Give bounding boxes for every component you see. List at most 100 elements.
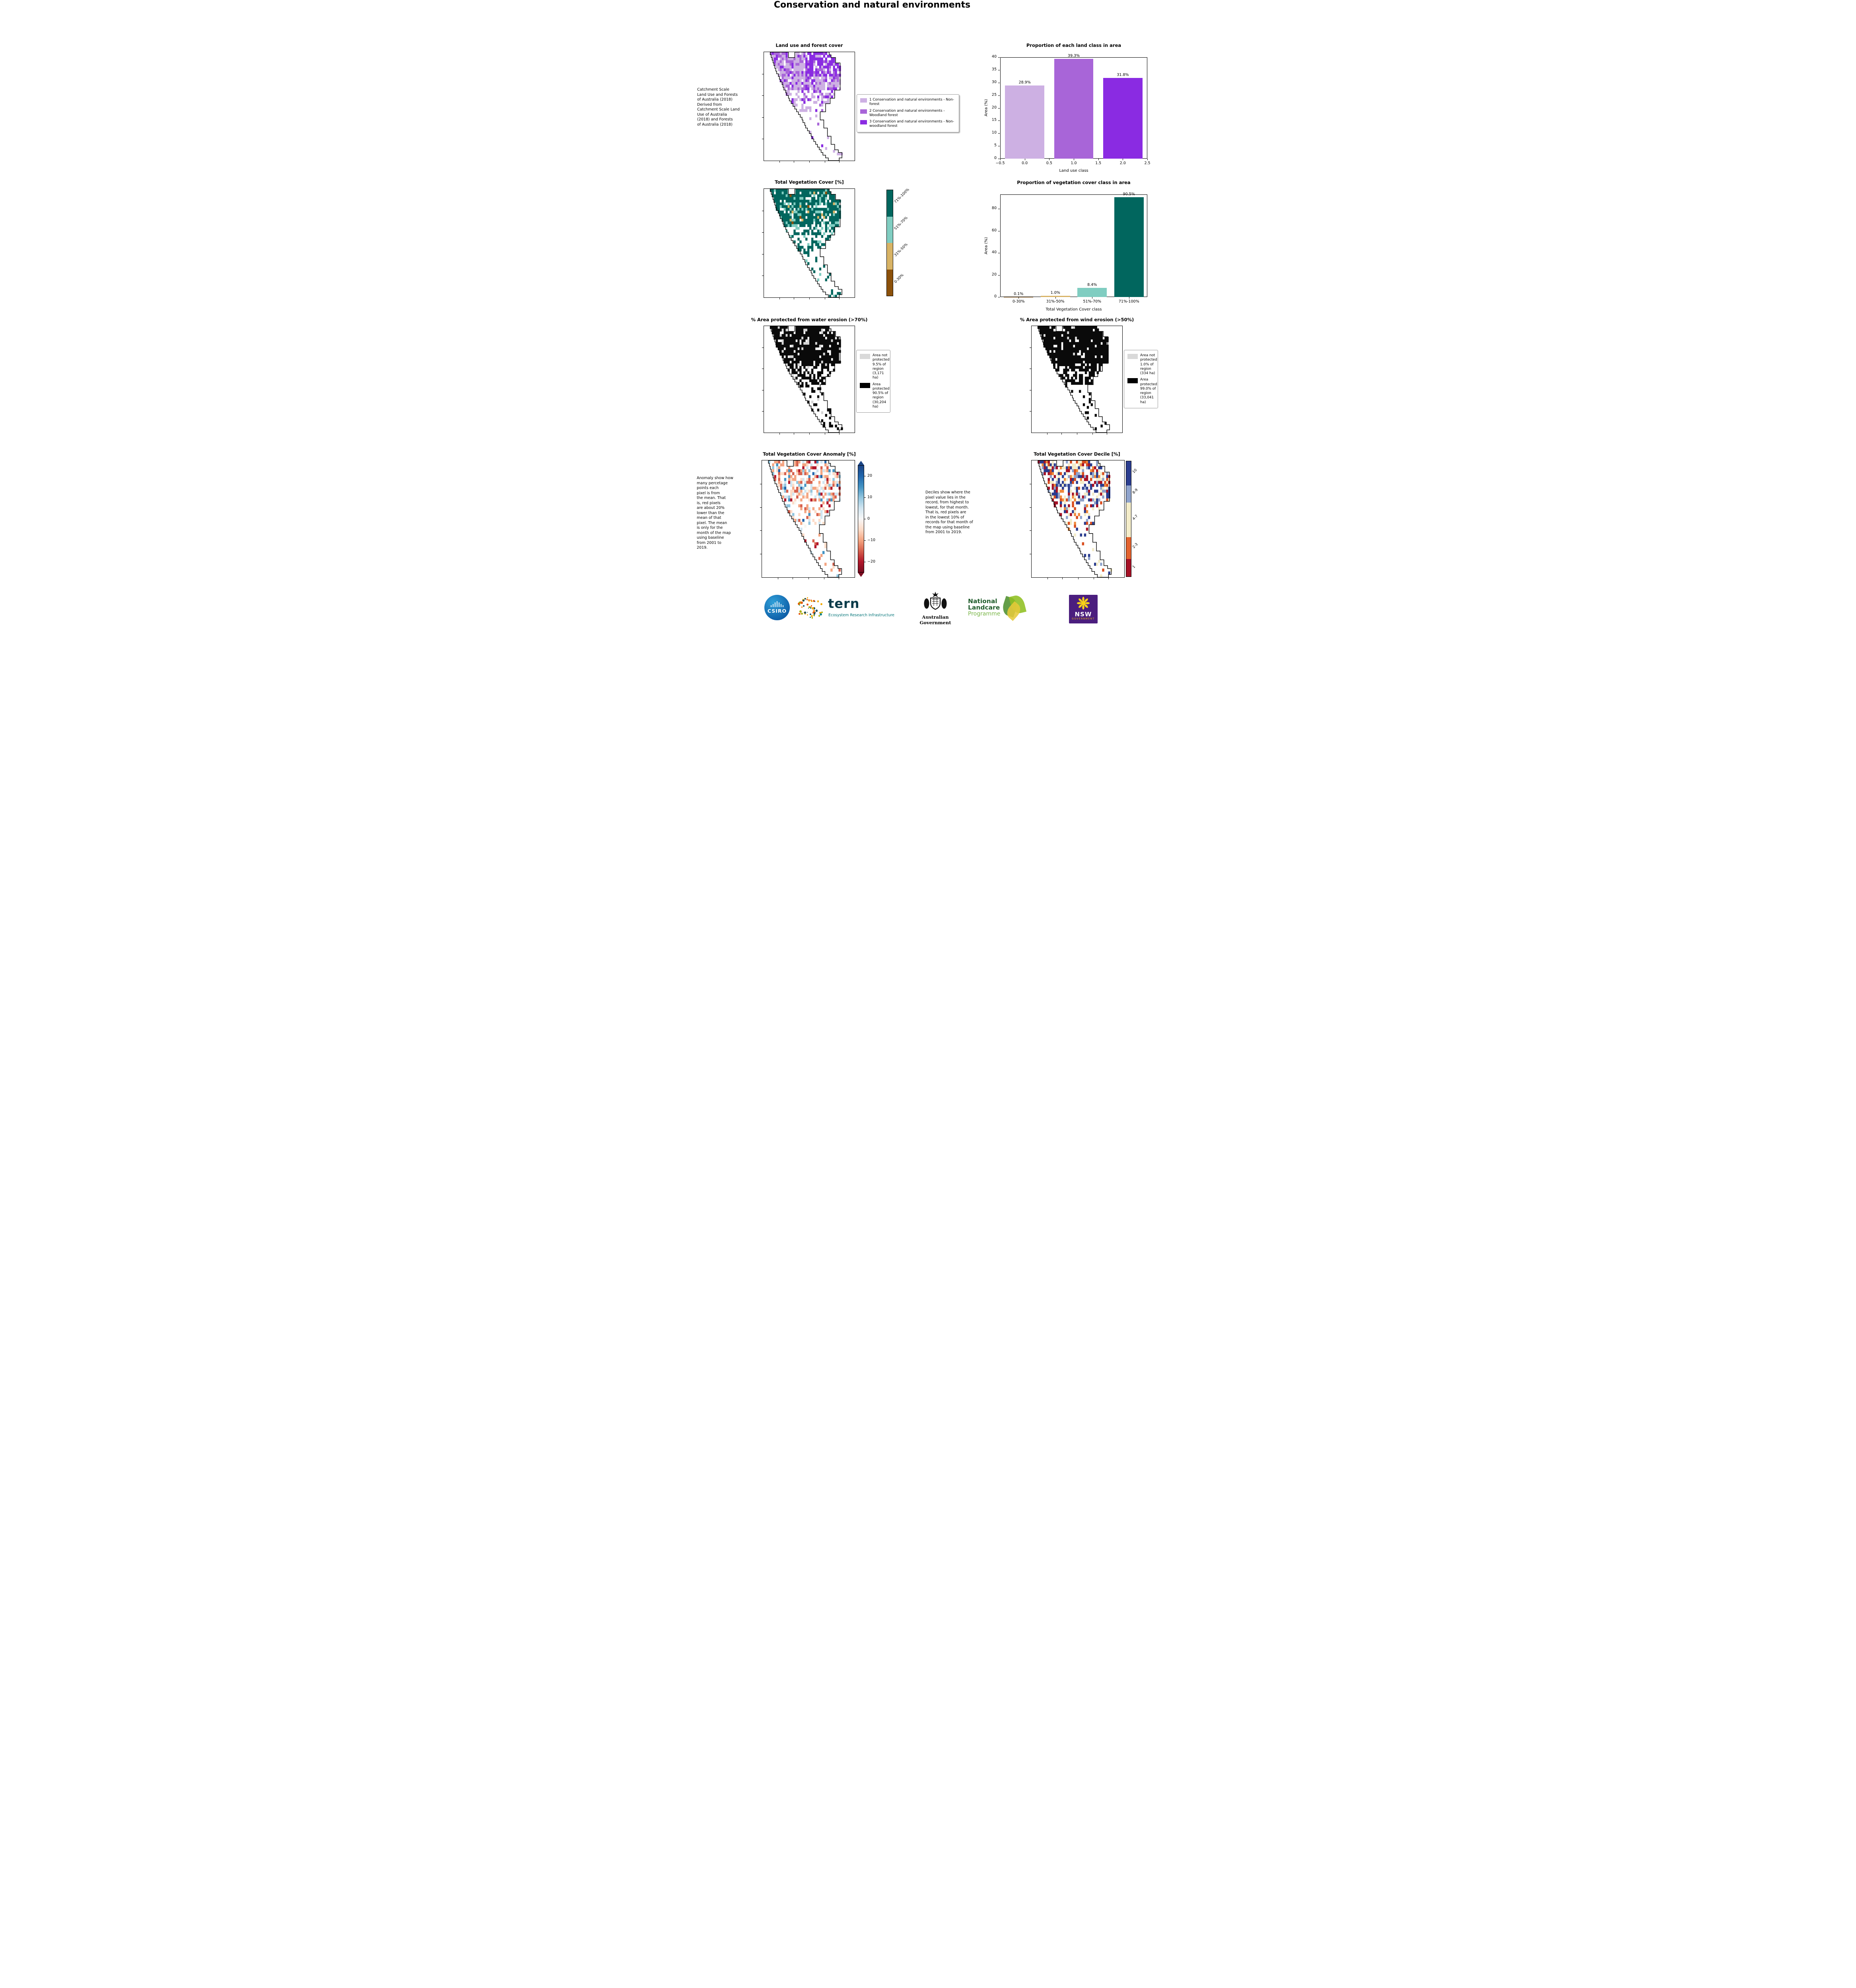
x-tick-label: 2.0 [1119, 161, 1126, 165]
landcare-leaves-icon [1000, 594, 1034, 621]
nsw-government-logo: NSW GOVERNMENT [1069, 595, 1098, 623]
map-y-tick [760, 507, 762, 508]
landcare-line-3: Programme [968, 610, 1001, 617]
tern-tagline: Ecosystem Research Infrastructure [828, 613, 895, 617]
colorbar-arrow-up-icon [858, 461, 864, 465]
legend-item: Area not protected 9.5% of region (3,171… [860, 353, 890, 381]
wind-erosion-legend: Area not protected 1.0% of region (334 h… [1124, 350, 1158, 408]
y-tick-label: 15 [991, 118, 997, 122]
tern-dot [801, 606, 803, 608]
colorbar-tick-label: 10 [867, 495, 873, 499]
tern-dot [821, 612, 823, 613]
x-tick [1055, 297, 1056, 299]
colorbar-label: 4-7 [1132, 514, 1139, 521]
colorbar-label: 0-30% [894, 273, 905, 284]
legend-swatch [860, 109, 867, 114]
colorbar-label: 2-3 [1132, 542, 1139, 550]
x-tick-label: 1.5 [1095, 161, 1102, 165]
colorbar-column [886, 190, 893, 296]
tern-dot [808, 608, 809, 609]
vegetation-cover-map-canvas [764, 189, 855, 297]
tern-dot [812, 610, 815, 612]
map-x-tick [1092, 433, 1093, 435]
map-y-tick [760, 530, 762, 531]
chart-title: Proportion of each land class in area [1026, 43, 1121, 48]
map-x-tick [839, 298, 840, 299]
bar [1040, 296, 1070, 297]
tern-dot [803, 605, 805, 607]
map-x-tick [808, 578, 809, 579]
tern-dot [811, 600, 812, 602]
land-class-bar-chart: Proportion of each land class in area Ar… [974, 41, 1159, 176]
tern-dot [812, 607, 814, 610]
nsw-wordmark: NSW [1075, 611, 1092, 618]
x-axis-label: Land use class [1059, 169, 1088, 173]
map-x-tick [1047, 433, 1048, 435]
tern-dot [801, 601, 803, 604]
page-title: Conservation and natural environments [773, 0, 971, 10]
map-y-tick [1030, 411, 1031, 412]
map-x-tick [1108, 578, 1109, 579]
tern-dot [809, 613, 811, 615]
tern-dot [807, 597, 808, 598]
y-tick [998, 95, 1000, 96]
tern-dot [818, 615, 820, 617]
map-x-tick [779, 298, 780, 299]
australian-government-crest-icon [923, 591, 947, 614]
anomaly-map-canvas [762, 460, 855, 577]
x-tick [1098, 159, 1099, 160]
map-y-tick [762, 232, 764, 233]
tern-dot [807, 614, 808, 616]
land-use-map [762, 52, 855, 163]
bar-value-label: 31.8% [1117, 73, 1129, 78]
y-tick-label: 25 [991, 92, 997, 97]
anomaly-map [760, 460, 855, 579]
map-x-tick [1061, 433, 1062, 435]
bar-value-label: 0.1% [1014, 291, 1024, 296]
colorbar-tick [864, 497, 866, 498]
map-x-tick [779, 433, 780, 435]
veg-cover-colorbar: 71%-100% 51%-70% 31%-50% 0-30% [886, 187, 910, 296]
colorbar-segment [887, 243, 893, 270]
legend-item: 2 Conservation and natural environments … [860, 109, 956, 118]
y-tick-label: 5 [994, 143, 997, 148]
tern-dot [807, 612, 808, 613]
legend-label: Area not protected 9.5% of region (3,171… [873, 353, 890, 380]
map-x-tick [1062, 578, 1063, 579]
tern-dot [815, 610, 818, 612]
wind-erosion-map-canvas [1032, 326, 1122, 433]
tern-dot [797, 602, 800, 605]
vegetation-cover-map [762, 188, 855, 299]
tern-dot [799, 613, 801, 615]
bar [1114, 197, 1144, 297]
colorbar-label: 8-9 [1132, 488, 1139, 495]
x-tick-label: 0.0 [1022, 161, 1028, 165]
y-tick-label: 10 [991, 130, 997, 135]
x-tick-label: 2.5 [1144, 161, 1151, 165]
water-erosion-map [762, 326, 855, 435]
tern-dots-icon [795, 595, 826, 621]
tern-dot [817, 600, 819, 602]
legend-label: Area not protected 1.0% of region (334 h… [1140, 353, 1157, 375]
colorbar-label: 1 [1132, 565, 1137, 569]
tern-dot [819, 612, 821, 614]
y-tick-label: 40 [991, 250, 997, 255]
wind-erosion-map-title: % Area protected from wind erosion (>50%… [1020, 317, 1134, 322]
land-use-caption: Catchment Scale Land Use and Forests of … [697, 87, 740, 127]
y-tick-label: 20 [991, 272, 997, 277]
land-use-map-canvas [764, 52, 855, 161]
anomaly-map-title: Total Vegetation Cover Anomaly [%] [763, 451, 856, 457]
y-tick-label: 30 [991, 80, 997, 84]
x-tick-label: 0.5 [1046, 161, 1052, 165]
tern-dot [812, 600, 815, 602]
y-tick [998, 120, 1000, 121]
water-erosion-map-title: % Area protected from water erosion (>70… [751, 317, 868, 322]
legend-label: 3 Conservation and natural environments … [869, 120, 954, 128]
y-tick [998, 275, 1000, 276]
tern-dot [814, 601, 816, 602]
y-tick-label: 0 [994, 156, 997, 160]
map-x-tick [809, 298, 810, 299]
legend-swatch [860, 120, 867, 124]
legend-swatch [1127, 354, 1138, 359]
anomaly-note: Anomaly show how many percetage points e… [697, 476, 733, 550]
